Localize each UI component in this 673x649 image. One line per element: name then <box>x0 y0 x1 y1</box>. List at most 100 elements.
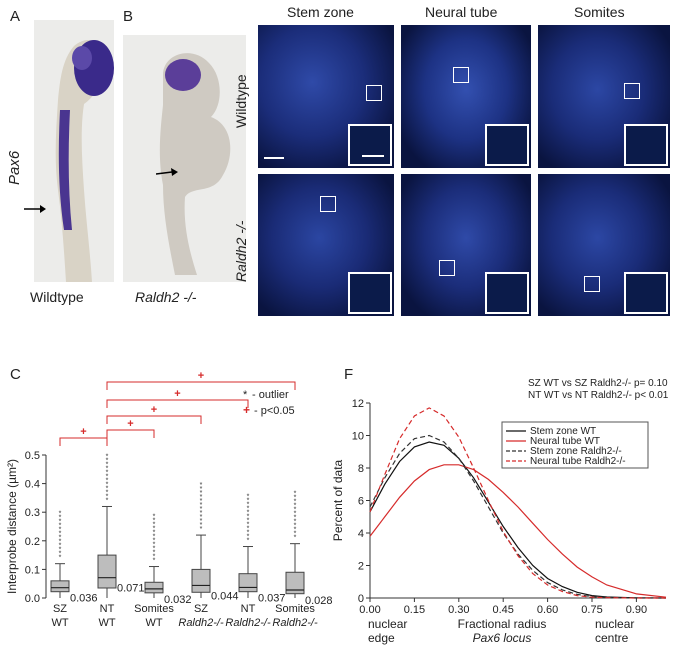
outlier-mark: * <box>59 519 62 526</box>
x-end-label-right2: centre <box>595 631 629 645</box>
column-header-neural-tube: Neural tube <box>425 4 498 20</box>
stats-line: SZ WT vs SZ Raldh2-/- p= 0.10 <box>528 378 668 389</box>
outlier-mark: * <box>59 523 62 530</box>
raldh2-embryo-drawing <box>159 53 231 275</box>
x-label-line1: Somites <box>275 603 315 615</box>
outlier-mark: * <box>247 526 250 533</box>
zoom-inset <box>624 272 668 314</box>
y-axis-label: Interprobe distance (µm²) <box>5 459 19 594</box>
median-value-label: 0.071 <box>117 583 145 595</box>
column-header-somites: Somites <box>574 4 625 20</box>
outlier-mark: * <box>200 494 203 501</box>
outlier-mark: * <box>247 522 250 529</box>
zoom-inset <box>485 272 529 314</box>
outlier-mark: * <box>153 542 156 549</box>
outlier-mark: * <box>59 535 62 542</box>
median-value-label: 0.036 <box>70 593 98 605</box>
roi-box <box>584 276 600 292</box>
zoom-inset <box>485 124 529 166</box>
outlier-mark: * <box>106 465 109 472</box>
outlier-mark: * <box>247 534 250 541</box>
series-line-2 <box>369 464 667 598</box>
outlier-mark: * <box>59 543 62 550</box>
y-tick-label: 0.5 <box>25 450 40 462</box>
box <box>50 580 70 593</box>
outlier-mark: * <box>106 497 109 504</box>
legend-label: Stem zone Raldh2-/- <box>530 446 622 457</box>
outlier-mark: * <box>106 461 109 468</box>
outlier-mark: * <box>106 469 109 476</box>
zoom-inset <box>348 124 392 166</box>
roi-box <box>439 260 455 276</box>
scale-bar <box>264 157 284 159</box>
outlier-mark: * <box>153 534 156 541</box>
outlier-mark: * <box>106 485 109 492</box>
row-header-wildtype: Wildtype <box>233 74 249 128</box>
outlier-mark: * <box>247 530 250 537</box>
outlier-mark: * <box>247 506 250 513</box>
outlier-mark: * <box>59 555 62 562</box>
boxplot-chart: 0.0 0.1 0.2 0.3 0.4 0.5 Interprobe distance (µ… <box>5 370 333 629</box>
median-value-label: 0.037 <box>258 592 286 604</box>
arrow-mut-icon <box>155 166 178 184</box>
inset-scale-bar <box>362 155 384 157</box>
outlier-mark: * <box>106 481 109 488</box>
stats-line: NT WT vs NT Raldh2-/- p< 0.01 <box>528 390 669 401</box>
x-label-line2: WT <box>145 617 162 629</box>
x-end-label-left1: nuclear <box>368 617 407 631</box>
outlier-mark: * <box>247 514 250 521</box>
x-axis-sublabel: Pax6 locus <box>473 631 532 645</box>
roi-box <box>624 83 640 99</box>
outlier-mark: * <box>200 522 203 529</box>
box <box>285 571 305 595</box>
panel-label-c: C <box>10 366 21 383</box>
density-chart: 0 2 4 6 8 10 12 0.00 0.15 0.30 0.45 0.60 0.75 0.90 Per… <box>331 378 669 645</box>
significance-bracket <box>106 429 155 438</box>
row-header-raldh2: Raldh2 -/- <box>233 220 249 282</box>
box <box>97 554 117 589</box>
significance-mark: + <box>198 370 204 382</box>
outlier-mark: * <box>200 502 203 509</box>
outlier-mark: * <box>247 498 250 505</box>
outlier-mark: * <box>153 558 156 565</box>
outlier-mark: * <box>247 502 250 509</box>
median-value-label: 0.028 <box>305 595 333 607</box>
y-tick-label: 2 <box>358 561 364 573</box>
outlier-mark: * <box>247 510 250 517</box>
outlier-mark: * <box>106 477 109 484</box>
legend-sig-label: - p<0.05 <box>254 405 295 417</box>
micrograph-mut-stem-zone <box>258 174 394 316</box>
outlier-mark: * <box>294 515 297 522</box>
y-tick-label: 10 <box>352 431 364 443</box>
outlier-mark: * <box>200 486 203 493</box>
micrograph-wt-somites <box>538 25 670 168</box>
outlier-mark: * <box>59 539 62 546</box>
micrograph-mut-somites <box>538 174 670 316</box>
outlier-mark: * <box>59 547 62 554</box>
significance-bracket <box>59 437 108 446</box>
micrograph-mut-neural-tube <box>401 174 531 316</box>
outlier-mark: * <box>294 535 297 542</box>
outlier-mark: * <box>59 527 62 534</box>
outlier-mark: * <box>200 510 203 517</box>
outlier-mark: * <box>200 498 203 505</box>
outlier-mark: * <box>153 514 156 521</box>
significance-mark: + <box>174 388 180 400</box>
x-label-line2: WT <box>98 617 115 629</box>
x-tick-label: 0.30 <box>448 604 469 616</box>
outlier-mark: * <box>200 490 203 497</box>
outlier-mark: * <box>294 527 297 534</box>
x-end-label-left2: edge <box>368 631 395 645</box>
x-label-line1: Somites <box>134 603 174 615</box>
outlier-mark: * <box>294 491 297 498</box>
x-end-label-right1: nuclear <box>595 617 634 631</box>
outlier-mark: * <box>200 482 203 489</box>
panel-label-a: A <box>10 8 21 25</box>
outlier-mark: * <box>153 538 156 545</box>
y-tick-label: 0.3 <box>25 507 40 519</box>
box <box>191 568 211 593</box>
panel-label-f: F <box>344 366 354 383</box>
outlier-mark: * <box>153 518 156 525</box>
column-header-stem-zone: Stem zone <box>287 4 354 20</box>
median-value-label: 0.044 <box>211 590 239 602</box>
